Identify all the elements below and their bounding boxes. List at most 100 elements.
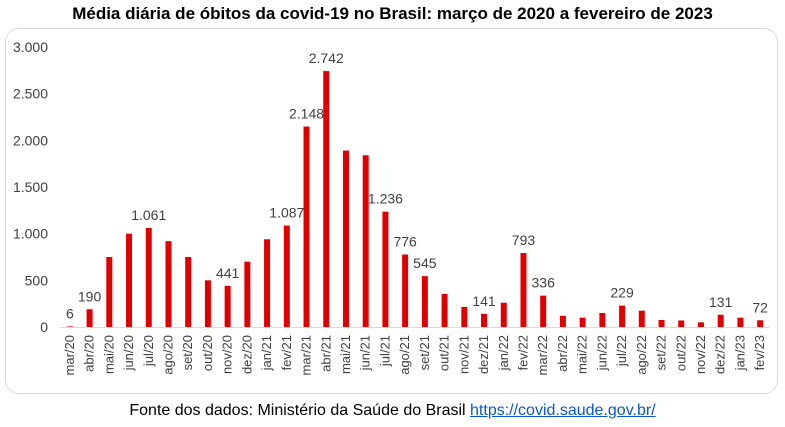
data-label: 776	[393, 234, 417, 250]
x-tick-label: dez/20	[239, 335, 254, 374]
data-label: 2.742	[309, 50, 344, 66]
bar	[619, 305, 626, 327]
source-text: Fonte dos dados: Ministério da Saúde do …	[129, 402, 466, 419]
bar	[658, 320, 665, 327]
bar	[737, 317, 744, 327]
y-tick-label: 0	[40, 319, 48, 335]
bar	[283, 225, 290, 327]
bar	[86, 309, 93, 327]
x-tick-label: set/20	[180, 335, 195, 370]
x-tick-label: mar/20	[62, 335, 77, 375]
x-tick-label: nov/21	[456, 335, 471, 374]
bar	[303, 126, 310, 328]
y-tick-label: 2.500	[13, 86, 48, 102]
bar	[520, 252, 527, 327]
data-label: 793	[512, 232, 536, 248]
x-tick-label: abr/22	[555, 335, 570, 372]
bar	[382, 211, 389, 327]
bar	[500, 302, 507, 327]
bar	[441, 293, 448, 327]
bar	[145, 227, 152, 327]
x-tick-label: jan/21	[259, 335, 274, 371]
x-tick-label: jun/22	[594, 335, 609, 371]
x-tick-label: set/22	[654, 335, 669, 370]
bar	[342, 150, 349, 327]
x-tick-label: jun/21	[358, 335, 373, 371]
bar	[224, 285, 231, 327]
data-label: 1.087	[269, 205, 304, 221]
x-tick-label: dez/22	[713, 335, 728, 374]
x-tick-label: mai/22	[575, 335, 590, 374]
data-label: 1.061	[131, 207, 166, 223]
x-tick-label: nov/22	[693, 335, 708, 374]
data-label: 545	[413, 255, 437, 271]
x-tick-label: jan/22	[496, 335, 511, 371]
bar	[757, 320, 764, 327]
bar	[559, 315, 566, 327]
data-label: 441	[216, 265, 240, 281]
x-tick-label: mai/21	[338, 335, 353, 374]
bar	[402, 254, 409, 327]
x-tick-label: abr/20	[82, 335, 97, 372]
x-tick-label: nov/20	[220, 335, 235, 374]
x-tick-label: fev/22	[515, 335, 530, 370]
x-tick-label: jun/20	[121, 335, 136, 371]
y-tick-label: 2.000	[13, 132, 48, 148]
bar	[678, 320, 685, 327]
bar	[461, 306, 468, 327]
data-label: 2.148	[289, 106, 324, 122]
bar	[204, 280, 211, 327]
x-tick-label: mar/21	[299, 335, 314, 375]
bar	[421, 276, 428, 327]
bar	[66, 326, 73, 327]
bar	[244, 261, 251, 327]
data-label: 6	[66, 305, 74, 321]
bar	[106, 257, 113, 327]
data-label: 131	[709, 294, 733, 310]
bar-chart: 0 500 1.000 1.500 2.000 2.500 3.000 mar/20 6 abr/…	[13, 39, 770, 375]
x-tick-label: ago/21	[397, 335, 412, 375]
x-tick-label: fev/21	[279, 335, 294, 370]
x-tick-label: out/20	[200, 335, 215, 371]
data-label: 141	[472, 293, 496, 309]
x-tick-label: jul/20	[141, 335, 156, 367]
bar	[185, 257, 192, 327]
x-tick-label: ago/20	[160, 335, 175, 375]
data-label: 72	[752, 299, 768, 315]
bar	[362, 155, 369, 327]
data-label: 190	[78, 288, 102, 304]
data-label: 1.236	[368, 191, 403, 207]
y-tick-label: 500	[25, 272, 49, 288]
source-link[interactable]: https://covid.saude.gov.br/	[470, 402, 656, 419]
y-tick-label: 1.500	[13, 179, 48, 195]
bar	[165, 241, 172, 327]
x-tick-label: fev/23	[752, 335, 767, 370]
chart-panel	[5, 28, 778, 394]
x-tick-label: out/22	[673, 335, 688, 371]
data-label: 229	[610, 285, 634, 301]
y-tick-label: 1.000	[13, 226, 48, 242]
bar	[717, 314, 724, 327]
bar	[599, 313, 606, 327]
source-note: Fonte dos dados: Ministério da Saúde do …	[0, 402, 785, 420]
bar	[264, 239, 271, 327]
bar	[697, 322, 704, 327]
x-tick-label: jul/22	[614, 335, 629, 367]
x-tick-label: jul/21	[377, 335, 392, 367]
x-tick-label: abr/21	[318, 335, 333, 372]
bar	[126, 233, 133, 327]
x-tick-label: jan/23	[732, 335, 747, 371]
x-tick-label: dez/21	[476, 335, 491, 374]
x-tick-label: mar/22	[535, 335, 550, 375]
bar	[323, 71, 330, 327]
y-tick-label: 3.000	[13, 39, 48, 55]
x-tick-label: ago/22	[634, 335, 649, 375]
bar	[481, 313, 488, 327]
x-tick-label: out/21	[437, 335, 452, 371]
bar	[638, 310, 645, 327]
x-tick-label: set/21	[417, 335, 432, 370]
x-tick-label: mai/20	[101, 335, 116, 374]
bar	[540, 295, 547, 327]
bar	[579, 317, 586, 327]
chart-title: Média diária de óbitos da covid-19 no Br…	[72, 4, 713, 23]
